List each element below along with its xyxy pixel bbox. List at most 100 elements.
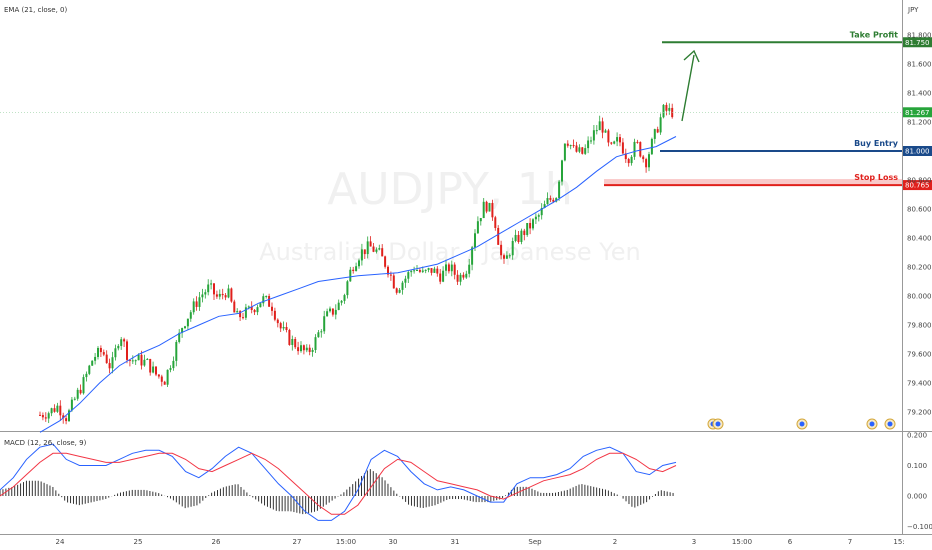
candle-body	[302, 345, 305, 351]
candle-body	[195, 301, 198, 307]
candle-body	[462, 274, 465, 278]
macd-series	[0, 443, 677, 521]
candle-body	[401, 282, 404, 290]
candle-body	[427, 268, 430, 270]
candle-body	[421, 270, 424, 272]
ema-indicator-label[interactable]: EMA (21, close, 0)	[4, 6, 67, 14]
candle-body	[592, 130, 595, 141]
dividend-marker-icon[interactable]	[796, 418, 808, 430]
candle-body	[273, 310, 276, 320]
candle-body	[73, 398, 76, 400]
candle-body	[192, 301, 195, 313]
level-price-value: 81.000	[905, 148, 930, 156]
time-tick-label: 15:	[893, 538, 904, 546]
candle-body	[532, 219, 534, 229]
candle-body	[41, 415, 44, 418]
candle-body	[372, 246, 375, 252]
candle-body	[482, 201, 485, 219]
candle-body	[242, 317, 244, 319]
candle-body	[392, 275, 395, 289]
candle-body	[285, 327, 288, 331]
candle-body	[485, 201, 488, 212]
macd-axis: 0.200 0.100 0.000 −0.100	[907, 432, 932, 532]
candle-body	[526, 223, 529, 235]
candle-body	[456, 274, 459, 282]
candle-body	[117, 345, 120, 349]
trade-levels: 81.267 Take Profit 81.750 Buy Entry 81.000 St…	[0, 30, 932, 191]
candle-body	[146, 358, 149, 360]
stop-loss-zone	[604, 179, 902, 186]
candle-body	[590, 140, 592, 142]
time-tick-label: 6	[788, 538, 793, 546]
candle-body	[508, 255, 511, 257]
candle-body	[546, 198, 549, 205]
candle-body	[186, 318, 189, 327]
candle-body	[433, 268, 436, 273]
candle-body	[259, 303, 262, 308]
candle-body	[404, 278, 407, 283]
candle-body	[619, 137, 621, 143]
candle-body	[175, 341, 178, 361]
price-tick-label: 79.800	[907, 322, 932, 330]
watermark-name: Australian Dollar / Japanese Yen	[259, 238, 640, 266]
candle-body	[613, 141, 616, 144]
candle-body	[262, 296, 265, 304]
macd-line	[0, 443, 677, 521]
candle-body	[636, 141, 639, 143]
candle-body	[265, 296, 268, 298]
price-tick-label: 80.000	[907, 293, 932, 301]
candle-body	[442, 270, 445, 282]
candle-body	[108, 363, 111, 369]
candle-body	[56, 405, 59, 412]
candle-body	[453, 264, 456, 275]
candle-body	[288, 330, 291, 345]
candle-body	[413, 270, 416, 272]
candle-body	[97, 347, 99, 357]
candle-body	[503, 255, 505, 259]
candle-body	[134, 360, 137, 362]
candle-body	[215, 294, 218, 297]
candle-body	[529, 223, 532, 229]
macd-indicator-label[interactable]: MACD (12, 26, close, 9)	[4, 439, 87, 447]
candle-body	[320, 331, 323, 333]
candle-body	[82, 377, 85, 394]
candle-body	[152, 366, 155, 373]
candle-body	[253, 309, 256, 313]
candle-body	[184, 326, 186, 329]
candle-body	[648, 154, 650, 168]
candle-body	[62, 415, 65, 419]
time-tick-label: 27	[293, 538, 302, 546]
macd-tick-label: 0.000	[907, 493, 927, 501]
candle-body	[537, 215, 540, 217]
candle-body	[355, 266, 358, 271]
price-tick-label: 80.600	[907, 206, 932, 214]
candle-body	[572, 145, 575, 147]
price-tick-label: 81.600	[907, 61, 932, 69]
candle-body	[595, 130, 598, 132]
candle-body	[137, 354, 140, 361]
candle-body	[76, 389, 79, 399]
dividend-marker-icon[interactable]	[866, 418, 896, 430]
candle-body	[645, 159, 648, 168]
signal-line	[0, 452, 677, 515]
candle-body	[601, 121, 604, 133]
candle-body	[343, 295, 346, 301]
dividend-marker-icon[interactable]	[707, 418, 724, 430]
candle-body	[308, 347, 311, 352]
time-tick-label: Sep	[528, 538, 542, 546]
last-price-value: 81.267	[905, 109, 930, 117]
candle-body	[352, 269, 355, 271]
candle-body	[450, 264, 453, 272]
candle-body	[160, 376, 163, 382]
level-label: Stop Loss	[854, 173, 898, 182]
time-tick-label: 3	[692, 538, 696, 546]
candle-body	[250, 306, 253, 310]
candle-body	[598, 121, 601, 131]
price-tick-label: 79.400	[907, 380, 932, 388]
candle-body	[395, 288, 398, 293]
candle-body	[575, 145, 578, 152]
projection-arrowhead	[683, 49, 700, 63]
candle-body	[555, 198, 558, 202]
candle-body	[91, 360, 94, 366]
